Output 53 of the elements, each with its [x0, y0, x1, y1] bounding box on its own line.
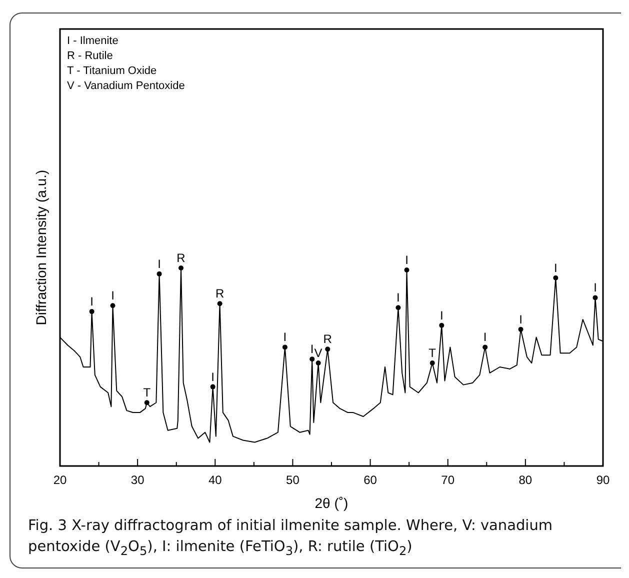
annotation: T [428, 346, 437, 360]
point [439, 322, 444, 328]
annotation: R [176, 250, 186, 265]
annotation: T [143, 386, 152, 400]
annotation: I [158, 256, 161, 271]
text: I - Ilmenite [67, 35, 118, 47]
annotation: I [483, 330, 487, 344]
point [156, 271, 162, 276]
annotation: I [310, 342, 314, 356]
annotation: I [111, 288, 114, 303]
point [217, 301, 222, 306]
point [404, 267, 410, 272]
annotation: I [283, 330, 287, 344]
point [518, 326, 524, 332]
x-tick-label: 30 [130, 473, 145, 487]
x-tick-label: 40 [208, 473, 222, 487]
y-axis-title: Diffraction Intensity (a.u.) [33, 170, 49, 326]
text: V - Vanadium Pentoxide [67, 80, 185, 92]
annotation: I [594, 280, 597, 295]
annotation: I [396, 290, 400, 305]
annotation: R [215, 286, 224, 301]
point [553, 275, 558, 280]
x-tick-label: 70 [441, 473, 455, 487]
annotation: I [554, 260, 558, 275]
point [144, 400, 150, 406]
point [316, 360, 321, 366]
point [396, 305, 401, 310]
text: R - Rutile [67, 50, 113, 62]
text: Fig. 3 X-ray diffractogram of initial ilmenite sample. Where, V: vanadium pentoxide (V$_{2}$O$_{5}$), I: ilmenite (FeTiO$_{3}$), R: rutile (TiO$_{2}$) [28, 518, 553, 558]
point [282, 344, 288, 350]
x-tick-label: 90 [596, 473, 610, 487]
point [89, 309, 94, 314]
point [325, 346, 330, 352]
point [482, 344, 488, 350]
text: T - Titanium Oxide [67, 65, 157, 77]
x-tick-label: 20 [53, 473, 67, 487]
x-tick-label: 50 [286, 473, 300, 487]
point [178, 265, 184, 270]
point [110, 303, 116, 308]
annotation: R [323, 332, 332, 346]
annotation: I [90, 294, 94, 309]
annotation: I [405, 252, 408, 267]
x-axis-title: 2θ (˚) [314, 495, 348, 511]
x-tick-label: 60 [364, 473, 378, 487]
point [310, 356, 315, 362]
annotation: I [519, 312, 522, 326]
point [210, 384, 216, 390]
annotation: I [440, 308, 444, 322]
point [592, 295, 598, 300]
annotation: I [211, 370, 214, 384]
point [430, 360, 435, 366]
x-tick-label: 80 [518, 473, 532, 487]
annotation: V [314, 346, 322, 360]
